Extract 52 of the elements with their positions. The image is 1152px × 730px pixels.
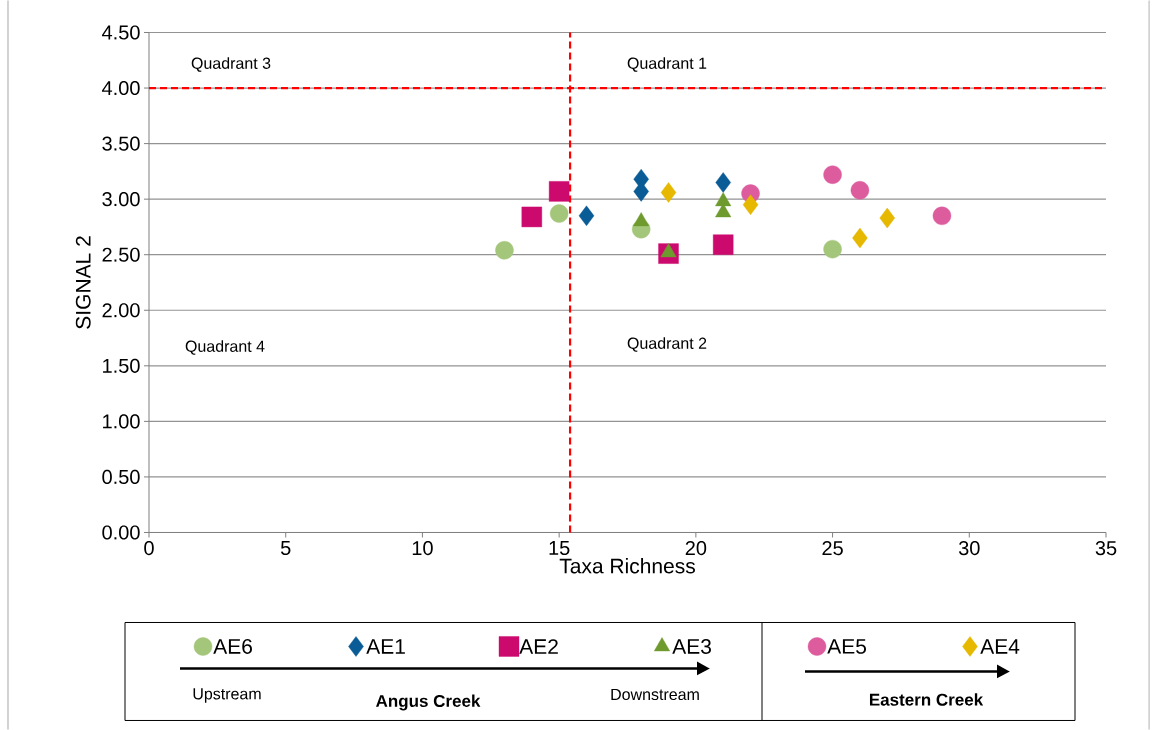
point — [521, 206, 542, 228]
point — [823, 165, 842, 184]
y-tick-label: 2.00 — [102, 303, 140, 318]
legend-label: AE5 — [827, 639, 867, 654]
x-tick-label: 10 — [412, 541, 433, 556]
point — [852, 227, 868, 249]
annotation: Quadrant 4 — [185, 340, 265, 355]
x-tick-label: 35 — [1095, 541, 1117, 556]
x-tick-label: 20 — [685, 541, 707, 556]
annotation: Quadrant 3 — [191, 57, 271, 72]
y-tick-label: 3.50 — [102, 136, 140, 151]
point — [715, 172, 731, 193]
text: Eastern Creek — [869, 693, 984, 706]
y-tick-label: 1.00 — [103, 414, 140, 429]
legend-label: AE1 — [366, 639, 405, 654]
x-axis-title: Taxa Richness — [559, 558, 695, 574]
point — [495, 241, 514, 260]
x-tick-label: 0 — [144, 541, 154, 556]
point — [932, 206, 952, 226]
legend-label: AE4 — [980, 639, 1020, 654]
annotation: Quadrant 1 — [627, 57, 707, 72]
point — [823, 239, 842, 259]
y-tick-label: 0.50 — [102, 469, 140, 484]
text: Upstream — [193, 688, 261, 703]
point — [742, 194, 759, 215]
point — [713, 234, 734, 255]
point — [633, 212, 650, 227]
text: Downstream — [611, 688, 699, 701]
y-tick-label: 0.00 — [102, 525, 140, 540]
point — [548, 181, 570, 202]
y-tick-label: 2.50 — [102, 247, 140, 262]
y-axis-title: SIGNAL 2 — [75, 236, 91, 329]
legend-label: AE3 — [672, 639, 711, 654]
x-tick-label: 25 — [822, 541, 843, 556]
y-tick-label: 4.00 — [102, 80, 140, 96]
x-tick-label: 15 — [549, 541, 570, 555]
point — [578, 205, 595, 227]
legend-label: AE6 — [213, 639, 252, 654]
text: Angus Creek — [376, 694, 481, 711]
legend-label: AE2 — [519, 639, 558, 654]
y-tick-label: 1.50 — [103, 358, 140, 373]
x-tick-label: 5 — [280, 541, 291, 555]
y-tick-label: 4.50 — [102, 25, 140, 40]
point — [879, 207, 895, 229]
point — [660, 243, 677, 258]
annotation: Quadrant 2 — [627, 337, 707, 352]
point — [660, 182, 677, 203]
x-tick-label: 30 — [958, 541, 980, 556]
point — [549, 204, 569, 223]
point — [850, 181, 870, 200]
y-tick-label: 3.00 — [102, 192, 140, 207]
point — [715, 192, 732, 207]
